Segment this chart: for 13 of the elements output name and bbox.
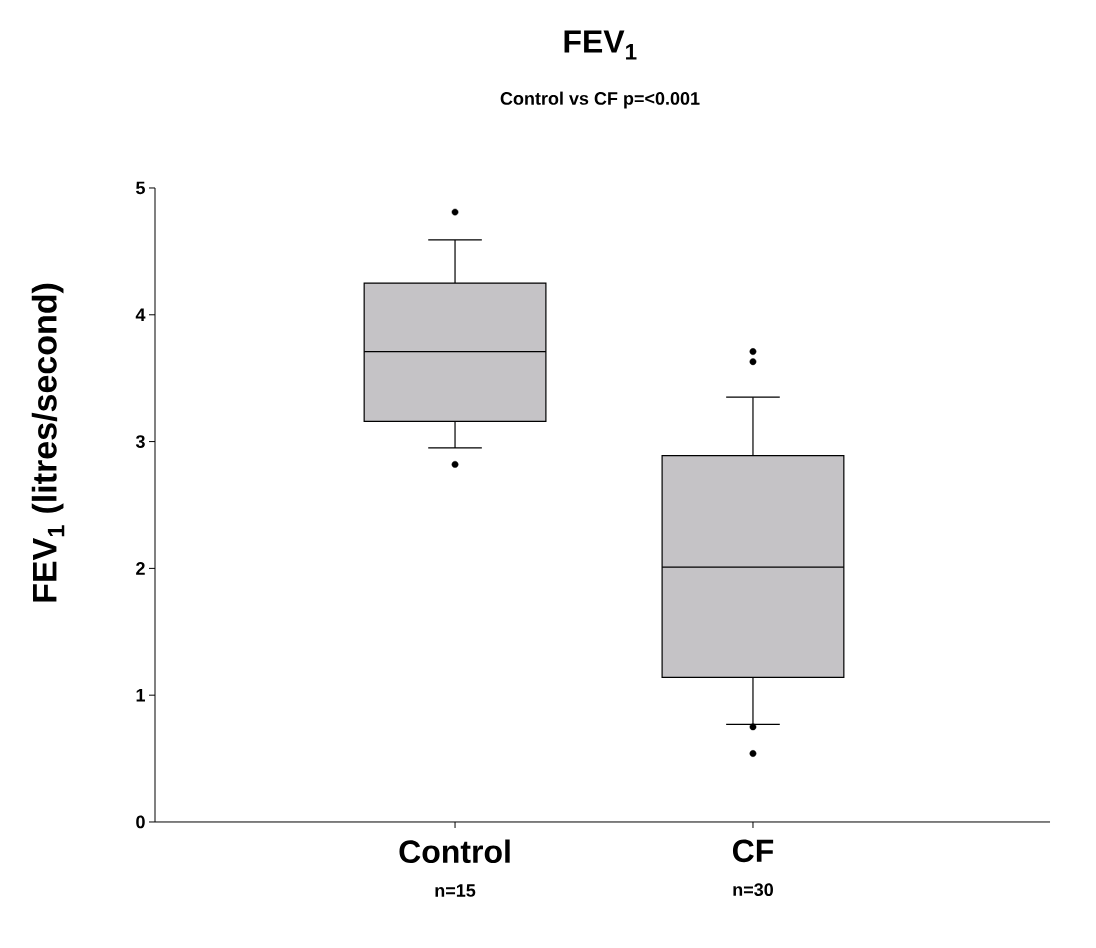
chart-subtitle: Control vs CF p=<0.001: [500, 91, 700, 109]
x-tick-label: Control: [399, 839, 510, 864]
text: n=30: [733, 883, 773, 897]
text: n=15: [435, 884, 476, 897]
y-tick-label: 3: [135, 435, 145, 448]
chart-title: FEV$_{1}$: [564, 30, 637, 60]
y-tick-label: 1: [136, 688, 145, 702]
y-tick-label: 4: [135, 308, 146, 321]
y-tick-label: 2: [136, 562, 145, 575]
x-tick-label: CF: [732, 839, 774, 863]
y-axis-title: FEV$_{1}$ (litres/second): [31, 283, 65, 602]
y-tick-label: 5: [136, 181, 145, 195]
y-tick-label: 0: [136, 815, 145, 829]
